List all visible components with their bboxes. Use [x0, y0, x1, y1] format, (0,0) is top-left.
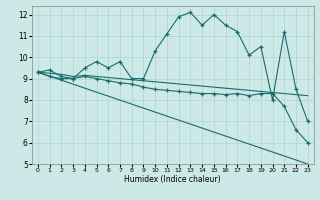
- X-axis label: Humidex (Indice chaleur): Humidex (Indice chaleur): [124, 175, 221, 184]
